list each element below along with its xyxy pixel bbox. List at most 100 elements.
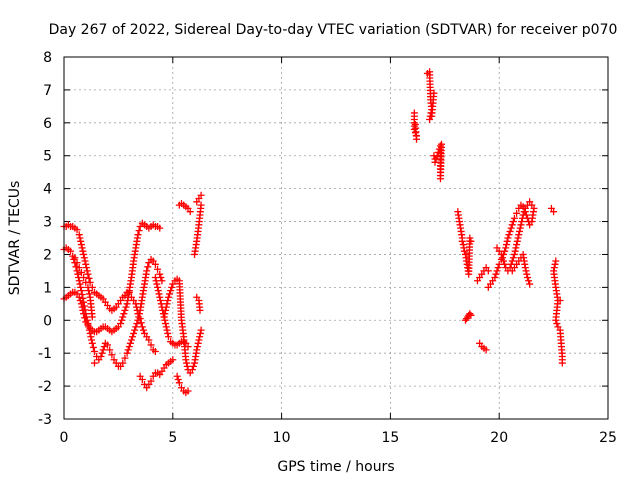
data-point — [493, 267, 501, 275]
data-point — [502, 244, 510, 252]
series-track-p — [493, 198, 536, 275]
data-point-interp — [70, 255, 78, 263]
data-point-interp — [135, 227, 143, 235]
data-point-interp — [85, 274, 93, 282]
data-point-interp — [501, 260, 509, 268]
data-point-interp — [74, 270, 82, 278]
data-point — [134, 231, 142, 239]
data-point-interp — [164, 329, 172, 337]
data-point — [182, 356, 190, 364]
data-point — [82, 278, 90, 286]
data-point-interp — [126, 339, 134, 347]
data-point-interp — [87, 333, 95, 341]
data-point-interp — [80, 302, 88, 310]
data-point-interp — [85, 323, 93, 331]
data-point — [164, 293, 172, 301]
data-point-interp — [124, 346, 132, 354]
data-point — [482, 346, 490, 354]
x-tick-label: 10 — [273, 430, 291, 446]
plot-frame — [63, 56, 609, 420]
data-point-interp — [163, 326, 171, 334]
data-point — [484, 267, 492, 275]
data-point-interp — [196, 333, 204, 341]
data-point — [75, 231, 83, 239]
series-track-e — [136, 356, 177, 392]
data-point — [411, 120, 419, 128]
data-point — [104, 341, 112, 349]
series-track-j — [191, 191, 205, 314]
data-point-interp — [79, 294, 87, 302]
data-point — [175, 379, 183, 387]
data-point — [528, 201, 536, 209]
data-point-interp — [144, 263, 152, 271]
data-point — [193, 293, 201, 301]
x-axis-label: GPS time / hours — [277, 459, 394, 475]
data-point — [77, 269, 85, 277]
series-track-k — [410, 68, 446, 183]
data-point-interp — [82, 264, 90, 272]
data-point — [106, 346, 114, 354]
data-point-interp — [77, 283, 85, 291]
y-tick-label: 4 — [43, 182, 52, 198]
data-point — [467, 237, 475, 245]
data-point — [71, 254, 79, 262]
data-point-interp — [85, 290, 93, 298]
data-point-interp — [80, 254, 88, 262]
y-tick-label: 3 — [43, 215, 52, 231]
data-point — [151, 273, 159, 281]
data-point-interp — [509, 254, 517, 262]
data-point-interp — [76, 234, 84, 242]
x-tick-label: 0 — [60, 430, 69, 446]
data-point — [154, 283, 162, 291]
series-track-g — [160, 275, 205, 377]
data-point — [75, 277, 83, 285]
data-point-interp — [133, 320, 141, 328]
data-point-interp — [183, 362, 191, 370]
y-tick-label: 6 — [43, 116, 52, 132]
data-point — [500, 257, 508, 265]
data-point — [77, 287, 85, 295]
data-point — [430, 89, 438, 97]
series-track-d — [71, 254, 98, 367]
data-point — [117, 320, 125, 328]
series-track-c — [60, 244, 166, 370]
data-point — [130, 329, 138, 337]
data-point — [88, 339, 96, 347]
data-point — [195, 336, 203, 344]
data-point-interp — [85, 326, 93, 334]
series-track-h — [173, 372, 192, 397]
data-point — [162, 323, 170, 331]
data-point — [156, 224, 164, 232]
data-point — [508, 257, 516, 265]
data-point — [466, 234, 474, 242]
data-point — [162, 303, 170, 311]
series-track-r — [547, 204, 566, 367]
data-point-interp — [511, 247, 519, 255]
data-point — [90, 348, 98, 356]
y-tick-label: 5 — [43, 149, 52, 165]
data-point-interp — [503, 237, 511, 245]
data-point-interp — [78, 244, 86, 252]
data-point — [156, 270, 164, 278]
y-tick-label: -2 — [38, 379, 52, 395]
data-point-interp — [89, 343, 97, 351]
data-point-interp — [118, 316, 126, 324]
data-point — [504, 234, 512, 242]
data-point-interp — [502, 241, 510, 249]
data-point — [84, 283, 92, 291]
data-point-interp — [79, 247, 87, 255]
data-point — [491, 273, 499, 281]
x-tick-label: 5 — [168, 430, 177, 446]
data-point-interp — [551, 260, 559, 268]
data-point-interp — [189, 362, 197, 370]
y-tick-label: 2 — [43, 247, 52, 263]
x-tick-label: 20 — [490, 430, 508, 446]
data-point — [193, 346, 201, 354]
data-point-interp — [513, 237, 521, 245]
data-point-interp — [512, 244, 520, 252]
data-point — [80, 250, 88, 258]
data-point — [86, 329, 94, 337]
series-track-l — [454, 208, 475, 278]
data-point — [138, 323, 146, 331]
data-point — [517, 221, 525, 229]
